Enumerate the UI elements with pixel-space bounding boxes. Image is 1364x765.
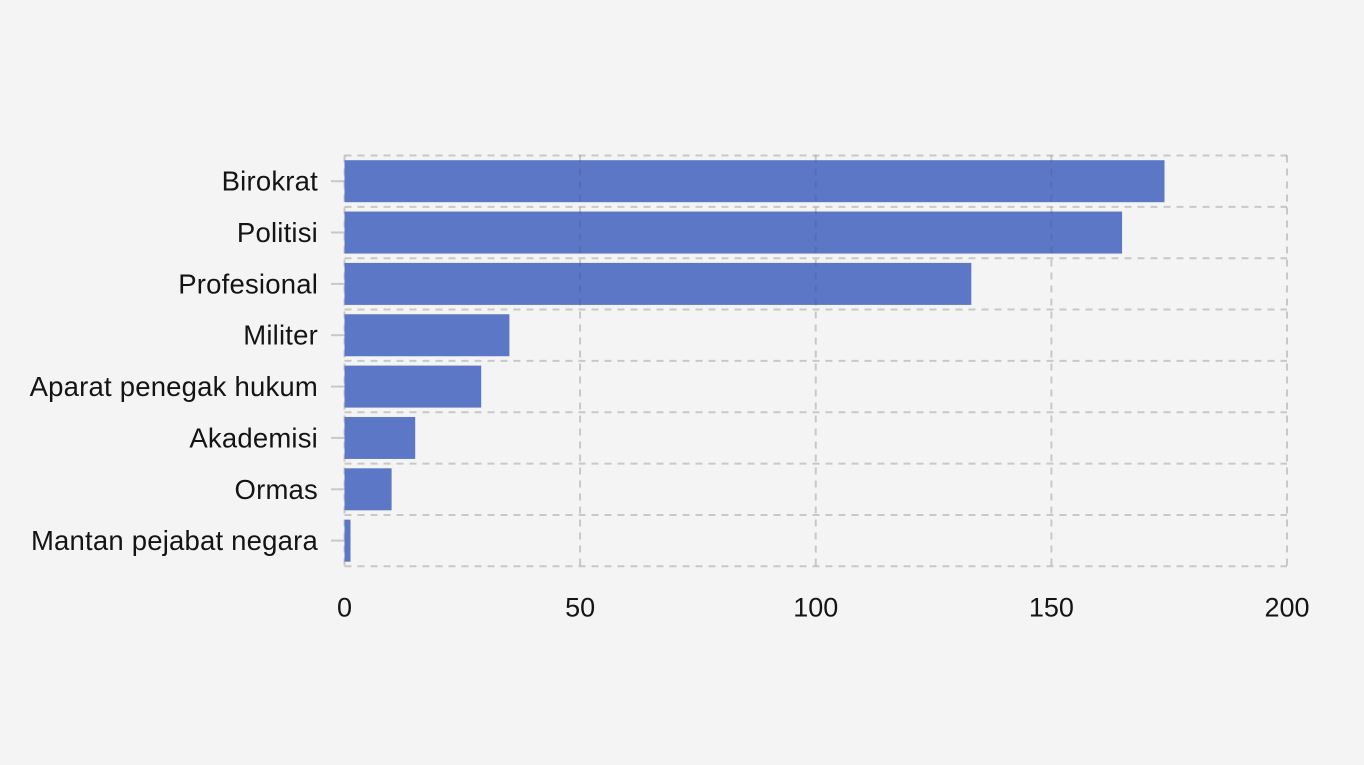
svg-text:Birokrat: Birokrat xyxy=(222,166,319,197)
svg-text:100: 100 xyxy=(793,593,838,623)
svg-text:Profesional: Profesional xyxy=(178,268,318,299)
svg-text:50: 50 xyxy=(565,593,595,623)
svg-text:Mantan pejabat negara: Mantan pejabat negara xyxy=(31,525,319,556)
svg-text:150: 150 xyxy=(1029,593,1074,623)
svg-text:Akademisi: Akademisi xyxy=(189,422,318,453)
svg-text:Politisi: Politisi xyxy=(237,217,318,248)
svg-text:Militer: Militer xyxy=(243,320,318,351)
svg-text:Aparat penegak hukum: Aparat penegak hukum xyxy=(30,371,318,402)
svg-text:Ormas: Ormas xyxy=(235,474,319,505)
svg-text:200: 200 xyxy=(1264,593,1309,623)
svg-text:0: 0 xyxy=(337,593,352,623)
